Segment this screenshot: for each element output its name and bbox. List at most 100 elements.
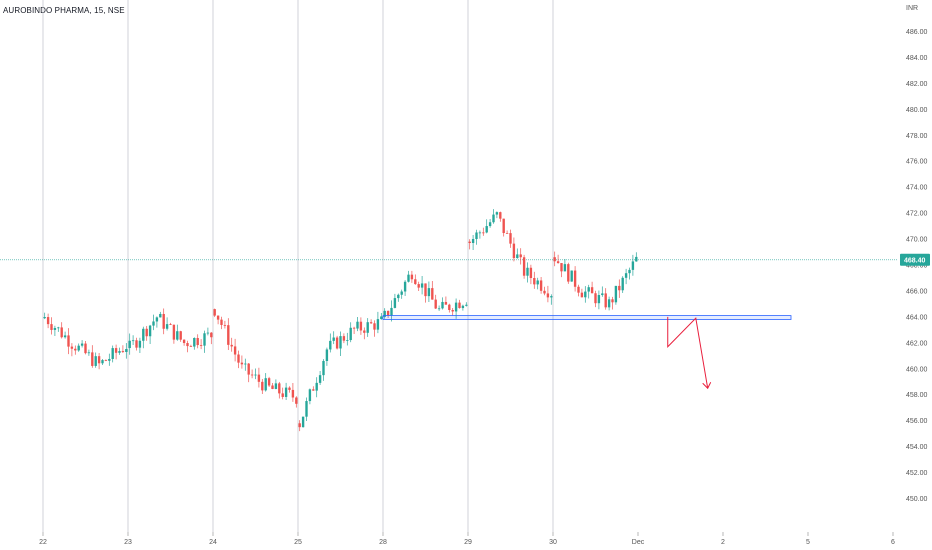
candle: [376, 311, 380, 334]
candle: [366, 318, 369, 337]
candle: [390, 300, 393, 322]
candle: [142, 326, 145, 349]
candle: [580, 288, 584, 298]
candle: [594, 290, 597, 308]
candle: [618, 279, 621, 298]
y-tick-label: 482.00: [906, 81, 928, 88]
candle: [560, 262, 563, 278]
candle: [145, 325, 148, 341]
candle: [437, 305, 441, 311]
candle: [533, 271, 536, 289]
candle: [216, 315, 220, 325]
y-tick-label: 478.00: [906, 133, 928, 140]
candle: [186, 340, 189, 353]
candle: [393, 293, 397, 309]
candle: [584, 286, 587, 303]
time-axis[interactable]: 22 23 24 25 28 29 30 Dec 2 5 6: [39, 532, 895, 546]
candle: [301, 416, 305, 428]
candle: [448, 303, 451, 313]
x-tick-label: 30: [549, 539, 557, 546]
candle: [193, 337, 196, 350]
last-price-tag: 468.40: [900, 253, 930, 266]
candle: [203, 330, 206, 353]
candle: [359, 317, 363, 335]
candle: [380, 312, 383, 320]
candle: [80, 340, 84, 348]
candle: [220, 316, 223, 330]
candle: [502, 218, 505, 237]
candle: [614, 285, 618, 305]
y-tick-label: 466.00: [906, 288, 928, 295]
candle: [577, 284, 580, 297]
candle: [274, 379, 278, 390]
candle: [444, 296, 448, 305]
candle: [230, 337, 233, 352]
candle: [182, 339, 186, 346]
candle: [295, 396, 298, 408]
candle: [621, 276, 624, 293]
candle: [247, 363, 250, 383]
candle: [635, 252, 638, 262]
y-tick-label: 460.00: [906, 366, 928, 373]
y-tick-label: 454.00: [906, 444, 928, 451]
y-tick-label: 464.00: [906, 314, 928, 321]
candle: [77, 343, 80, 352]
candle: [135, 337, 138, 351]
candle: [526, 262, 529, 283]
x-tick-label: 28: [379, 539, 387, 546]
symbol-label: AUROBINDO PHARMA, 15, NSE: [3, 6, 125, 15]
candle: [257, 367, 261, 388]
x-tick-label: 6: [891, 539, 895, 546]
candle: [43, 312, 46, 320]
candle: [244, 358, 247, 371]
candle: [291, 382, 295, 402]
candle: [278, 381, 281, 399]
candle: [108, 353, 111, 366]
y-tick-label: 474.00: [906, 185, 928, 192]
candle: [352, 326, 356, 335]
candle: [308, 388, 312, 405]
candle: [159, 311, 162, 318]
candle: [505, 230, 509, 234]
y-tick-label: 484.00: [906, 55, 928, 62]
candle: [240, 355, 244, 369]
candle: [125, 343, 128, 359]
candle: [536, 277, 539, 290]
candle: [74, 345, 77, 355]
y-tick-label: 476.00: [906, 159, 928, 166]
candle: [499, 211, 502, 222]
y-tick-label: 452.00: [906, 470, 928, 477]
candle: [458, 299, 461, 309]
candle: [114, 344, 118, 360]
annotations[interactable]: [382, 315, 792, 390]
candle: [397, 293, 400, 302]
candle: [553, 251, 556, 267]
candle: [407, 270, 410, 283]
candle: [369, 319, 373, 324]
y-tick-label: 486.00: [906, 29, 928, 36]
candle: [118, 347, 121, 355]
candle: [573, 266, 577, 292]
candle: [104, 359, 108, 362]
candle: [339, 331, 342, 356]
candle: [414, 274, 417, 285]
projection-path: [667, 316, 709, 389]
candle: [148, 324, 152, 344]
candle: [176, 324, 179, 341]
candle: [162, 308, 165, 335]
candle: [410, 270, 414, 283]
candle: [509, 229, 512, 248]
candle: [67, 328, 70, 355]
candle: [128, 333, 131, 355]
x-tick-label: 24: [209, 539, 217, 546]
candle: [431, 280, 434, 300]
candles: [43, 209, 638, 432]
candle: [264, 373, 267, 392]
candle: [420, 275, 424, 295]
price-axis[interactable]: 486.00 484.00 482.00 480.00 478.00 476.00 474.…: [900, 29, 930, 503]
candle: [342, 333, 346, 344]
candle: [522, 254, 526, 279]
candle: [101, 359, 104, 366]
candle: [318, 370, 322, 386]
